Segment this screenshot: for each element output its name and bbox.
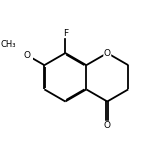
Text: F: F [63, 29, 68, 38]
Text: CH₃: CH₃ [1, 40, 16, 49]
Text: O: O [24, 51, 31, 60]
Text: O: O [104, 121, 111, 130]
Text: O: O [104, 48, 111, 58]
